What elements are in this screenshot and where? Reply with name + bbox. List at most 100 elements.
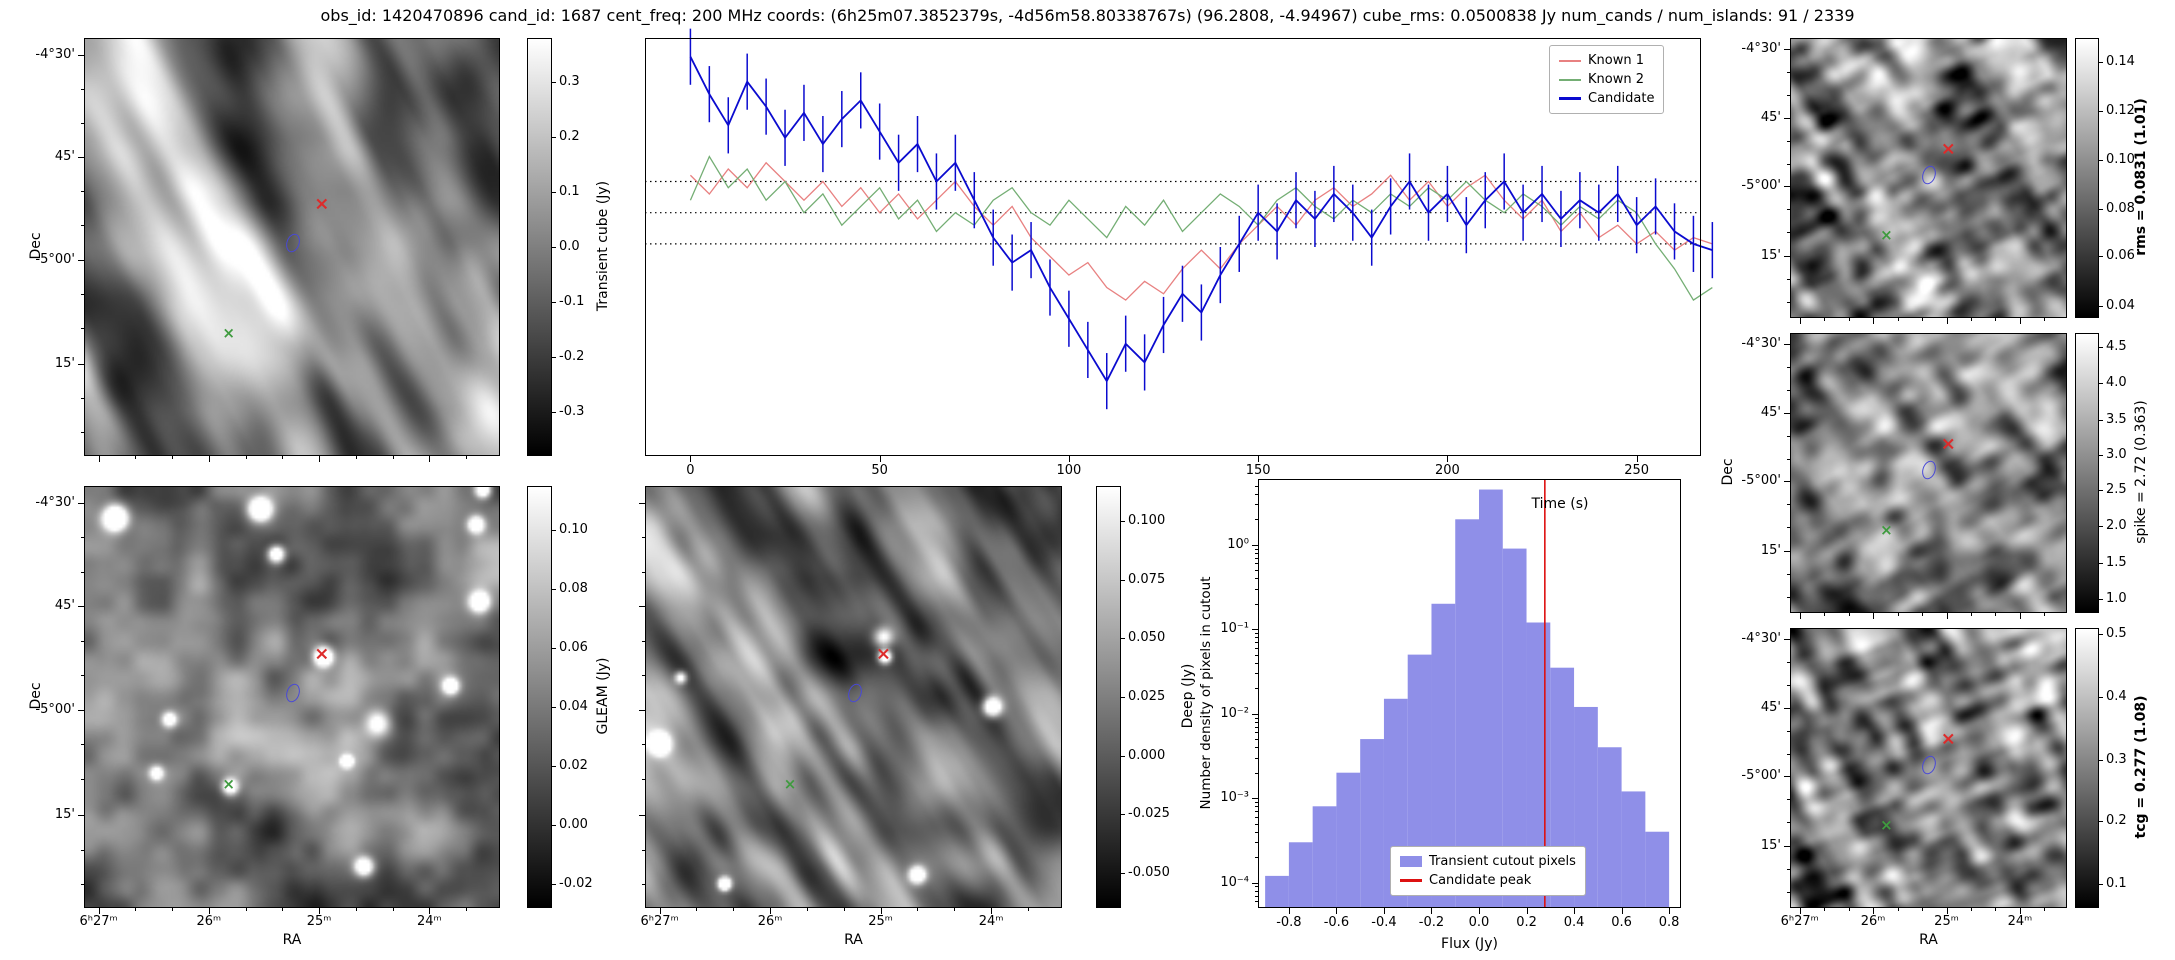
rms-cbar-tick-label: 0.06 [2106, 248, 2135, 264]
deep-cbar-tick-label: -0.050 [1128, 864, 1170, 880]
hist-ytick-minor [1255, 806, 1258, 808]
transient-ytick-minor [81, 122, 84, 124]
tcg-ytick [1784, 776, 1790, 778]
tcg-cbar-tick [2099, 633, 2103, 635]
tcg-xtick-label: 24ᵐ [2007, 914, 2033, 929]
tcg-ytick-label: -4°30' [1741, 631, 1781, 647]
tcg-ytick [1784, 846, 1790, 848]
transient-cbar-label: Transient cube (Jy) [595, 180, 611, 312]
legend-label: Transient cutout pixels [1429, 854, 1576, 869]
legend-line-sample [1559, 97, 1581, 100]
transient-xtick [429, 456, 431, 462]
transient-cbar-tick-label: -0.1 [559, 294, 585, 310]
deep-ytick-minor [642, 884, 645, 886]
hist-ytick-minor [1255, 801, 1258, 803]
spike-cbar-tick-label: 2.0 [2106, 518, 2127, 534]
gleam-xtick-minor [282, 908, 284, 911]
known-source-marker: × [222, 775, 235, 794]
gleam-cbar-tick [552, 825, 556, 827]
transient-ytick [78, 54, 84, 56]
colorbar-gradient [2076, 334, 2098, 612]
legend-row: Known 2 [1559, 70, 1654, 89]
deep-ra-axis-label: RA [844, 932, 863, 948]
rms-cbar-tick-label: 0.04 [2106, 297, 2135, 313]
gleam-xtick [208, 908, 210, 914]
hist-ytick-minor [1255, 654, 1258, 656]
transient-cbar-tick [552, 412, 556, 414]
gleam-xtick-label: 25ᵐ [306, 914, 332, 929]
gleam-xtick-minor [135, 908, 137, 911]
transient-xtick-minor [245, 456, 247, 459]
hist-xtick [1383, 908, 1385, 914]
spike-xtick [1873, 613, 1875, 619]
tcg-colorbar [2075, 628, 2099, 908]
gleam-xtick-minor [172, 908, 174, 911]
rms-xtick [1799, 318, 1801, 324]
hist-ytick-minor [1255, 739, 1258, 741]
deep-xtick [991, 908, 993, 914]
gleam-cbar-tick [552, 707, 556, 709]
colorbar-gradient [528, 39, 551, 455]
lc-xtick [1258, 456, 1260, 462]
gleam-colorbar [527, 486, 552, 908]
transient-cbar-tick-label: 0.1 [559, 183, 580, 199]
legend-sample [1400, 879, 1422, 882]
transient-cutout-image: × × [84, 38, 500, 456]
transient-cbar-tick-label: -0.2 [559, 348, 585, 364]
hist-ytick-minor [1255, 717, 1258, 719]
rms-ytick [1784, 49, 1790, 51]
deep-ytick [639, 606, 645, 608]
spike-cbar-tick-label: 4.0 [2106, 375, 2127, 391]
hist-ytick [1252, 629, 1258, 631]
transient-cbar-tick [552, 137, 556, 139]
rms-ytick-minor [1787, 279, 1790, 281]
spike-cbar-tick-label: 4.5 [2106, 339, 2127, 354]
transient-cbar-tick-label: 0.2 [559, 129, 580, 145]
hist-xtick [1431, 908, 1433, 914]
spike-ytick-minor [1787, 527, 1790, 529]
spike-ytick-minor [1787, 597, 1790, 599]
hist-ytick-minor [1255, 552, 1258, 554]
transient-ytick-minor [81, 293, 84, 295]
spike-cbar-tick [2099, 489, 2103, 491]
spike-xtick [1946, 613, 1948, 619]
candidate-position-marker: × [1940, 138, 1956, 160]
histogram-bar [1502, 548, 1527, 908]
gleam-cutout-image: × × [84, 486, 500, 908]
histogram-bar [1621, 791, 1646, 908]
rms-noise-image [1791, 39, 2066, 317]
gleam-xtick [98, 908, 100, 914]
gleam-cbar-tick [552, 530, 556, 532]
spike-xtick-minor [1824, 613, 1826, 616]
deep-xtick [880, 908, 882, 914]
tcg-xtick-minor [1848, 908, 1850, 911]
hist-ytick-minor [1255, 747, 1258, 749]
histogram-bar [1407, 654, 1432, 908]
spike-colorbar [2075, 333, 2099, 613]
tcg-ytick-minor [1787, 662, 1790, 664]
hist-ytick-minor [1255, 662, 1258, 664]
hist-ytick-label: 10⁻¹ [1220, 621, 1249, 637]
deep-ytick [639, 502, 645, 504]
hist-ytick [1252, 798, 1258, 800]
deep-xtick-label: 6ʰ27ᵐ [640, 914, 679, 929]
rms-cbar-tick-label: 0.12 [2106, 102, 2135, 118]
rms-ytick [1784, 256, 1790, 258]
gleam-ytick-minor [81, 571, 84, 573]
spike-cbar-tick [2099, 419, 2103, 421]
hist-ytick-minor [1255, 557, 1258, 559]
deep-ytick-minor [642, 675, 645, 677]
histogram-bar [1479, 489, 1503, 908]
deep-cbar-tick [1121, 814, 1125, 816]
time-axis-label: Time (s) [1531, 496, 1589, 512]
histogram-bar [1455, 519, 1480, 908]
gleam-ytick [78, 606, 84, 608]
histogram-border [1258, 479, 1681, 908]
hist-xtick-label: 0.4 [1563, 915, 1585, 930]
deep-ytick-minor [642, 537, 645, 539]
tcg-xtick-label: 26ᵐ [1860, 914, 1886, 929]
rms-xtick-minor [1922, 318, 1924, 321]
hist-ytick-minor [1255, 842, 1258, 844]
deep-cbar-tick [1121, 579, 1125, 581]
rms-colorbar [2075, 38, 2099, 318]
